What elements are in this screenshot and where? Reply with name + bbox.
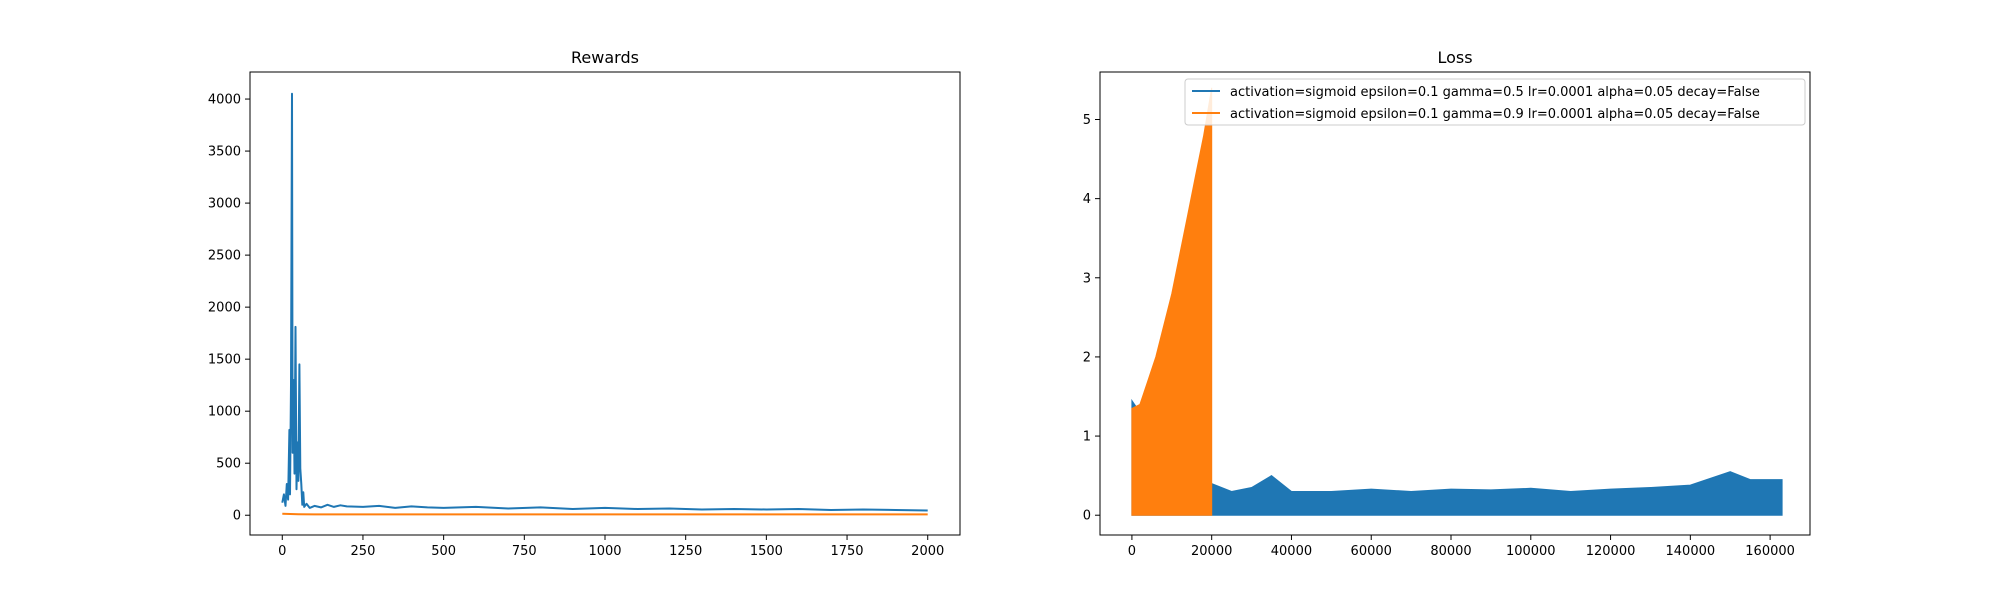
rewards-xtick-label-2: 500 [431,544,456,559]
rewards-y-axis: 0 500 1000 1500 2000 2500 3000 3500 4000 [208,93,250,524]
rewards-xtick-label-3: 750 [512,544,537,559]
rewards-ytick-label-0: 0 [233,509,241,524]
rewards-ytick-label-7: 3500 [208,145,241,160]
loss-xtick-label-7: 140000 [1666,544,1716,559]
rewards-ytick-label-2: 1000 [208,405,241,420]
loss-xtick-label-6: 120000 [1586,544,1636,559]
loss-chart-title: Loss [1437,48,1472,67]
loss-xtick-label-1: 20000 [1191,544,1232,559]
loss-ytick-label-0: 0 [1083,509,1091,524]
loss-xtick-label-5: 100000 [1506,544,1556,559]
rewards-ytick-label-1: 500 [216,457,241,472]
loss-plot-area [1131,87,1783,516]
rewards-axes-frame [249,71,961,536]
rewards-ytick-label-8: 4000 [208,93,241,108]
loss-legend: activation=sigmoid epsilon=0.1 gamma=0.5… [1184,78,1806,126]
loss-xtick-label-4: 80000 [1430,544,1471,559]
rewards-series-0-line [281,92,928,512]
legend-entry-1: activation=sigmoid epsilon=0.1 gamma=0.9… [1230,107,1760,122]
loss-xtick-label-2: 40000 [1271,544,1312,559]
legend-entry-0: activation=sigmoid epsilon=0.1 gamma=0.5… [1230,85,1760,100]
rewards-series-1-line [282,512,928,516]
loss-series-1-band [1131,87,1213,516]
rewards-ytick-label-5: 2500 [208,249,241,264]
loss-axes-frame [1099,71,1811,536]
rewards-xtick-label-8: 2000 [911,544,944,559]
rewards-chart-title: Rewards [571,48,639,67]
rewards-xtick-label-5: 1250 [669,544,702,559]
rewards-xtick-label-0: 0 [278,544,286,559]
loss-xtick-label-8: 160000 [1745,544,1795,559]
rewards-xtick-label-4: 1000 [588,544,621,559]
rewards-ytick-label-3: 1500 [208,353,241,368]
loss-ytick-label-1: 1 [1083,430,1091,445]
rewards-plot-area [281,92,928,516]
loss-xtick-label-3: 60000 [1351,544,1392,559]
loss-chart: Loss 0 20000 40000 60000 80000 100000 120000 14… [1083,48,1811,559]
loss-xtick-label-0: 0 [1128,544,1136,559]
loss-ytick-label-2: 2 [1083,350,1091,365]
rewards-x-axis: 0 250 500 750 1000 1250 1500 1750 2000 [278,535,944,559]
rewards-ytick-label-6: 3000 [208,197,241,212]
loss-ytick-label-4: 4 [1083,192,1091,207]
legend-box [1184,78,1806,126]
loss-ytick-label-5: 5 [1083,113,1091,128]
rewards-ytick-label-4: 2000 [208,301,241,316]
rewards-chart: Rewards 0 250 500 750 1000 1250 1500 1750 2000 0… [208,48,961,559]
rewards-xtick-label-6: 1500 [750,544,783,559]
rewards-xtick-label-1: 250 [351,544,376,559]
loss-y-axis: 0 1 2 3 4 5 [1083,113,1100,524]
rewards-xtick-label-7: 1750 [830,544,863,559]
loss-ytick-label-3: 3 [1083,271,1091,286]
loss-x-axis: 0 20000 40000 60000 80000 100000 120000 140000 1… [1128,535,1795,559]
